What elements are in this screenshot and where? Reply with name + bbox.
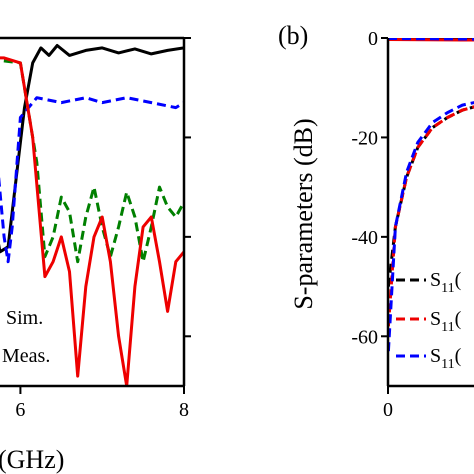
panel-b-axis-ticks: 0 0 -20 -40 -60 (351, 28, 393, 421)
panel-b-label: (b) (278, 21, 308, 50)
panel-b: (b) 00-20-40-60 S-parameters (dB) S11(S1… (278, 21, 474, 421)
legend-entry-sim: Sim. (6, 307, 43, 329)
y-tick-label: -40 (351, 227, 378, 249)
x-tick-label: 8 (179, 399, 189, 421)
panel-b-y-axis-label: S-parameters (dB) (289, 118, 318, 309)
legend-entry-2: S11( (430, 308, 462, 335)
legend-entry-meas: Meas. (2, 345, 50, 367)
panel-a-x-axis-label: (GHz) (0, 445, 64, 474)
x-tick-label: 6 (15, 399, 25, 421)
x-tick-label: 0 (383, 399, 393, 421)
series-line-4 (0, 56, 184, 386)
series-line-3 (0, 96, 184, 264)
series-line-5 (388, 105, 474, 327)
panel-a-series (0, 44, 184, 386)
y-tick-label: 0 (368, 28, 378, 50)
legend-entry-3: S11( (430, 345, 462, 372)
y-tick-label: -20 (351, 127, 378, 149)
series-line-6 (388, 101, 474, 352)
panel-a-y-ticks (184, 37, 191, 338)
series-line-3 (388, 38, 474, 41)
panel-b-legend: S11( S11( S11( (396, 269, 462, 372)
y-tick-label: -60 (351, 326, 378, 348)
legend-entry-1: S11( (430, 269, 462, 296)
panel-a-legend: Sim. Meas. (2, 307, 50, 367)
panel-b-series (388, 38, 474, 352)
